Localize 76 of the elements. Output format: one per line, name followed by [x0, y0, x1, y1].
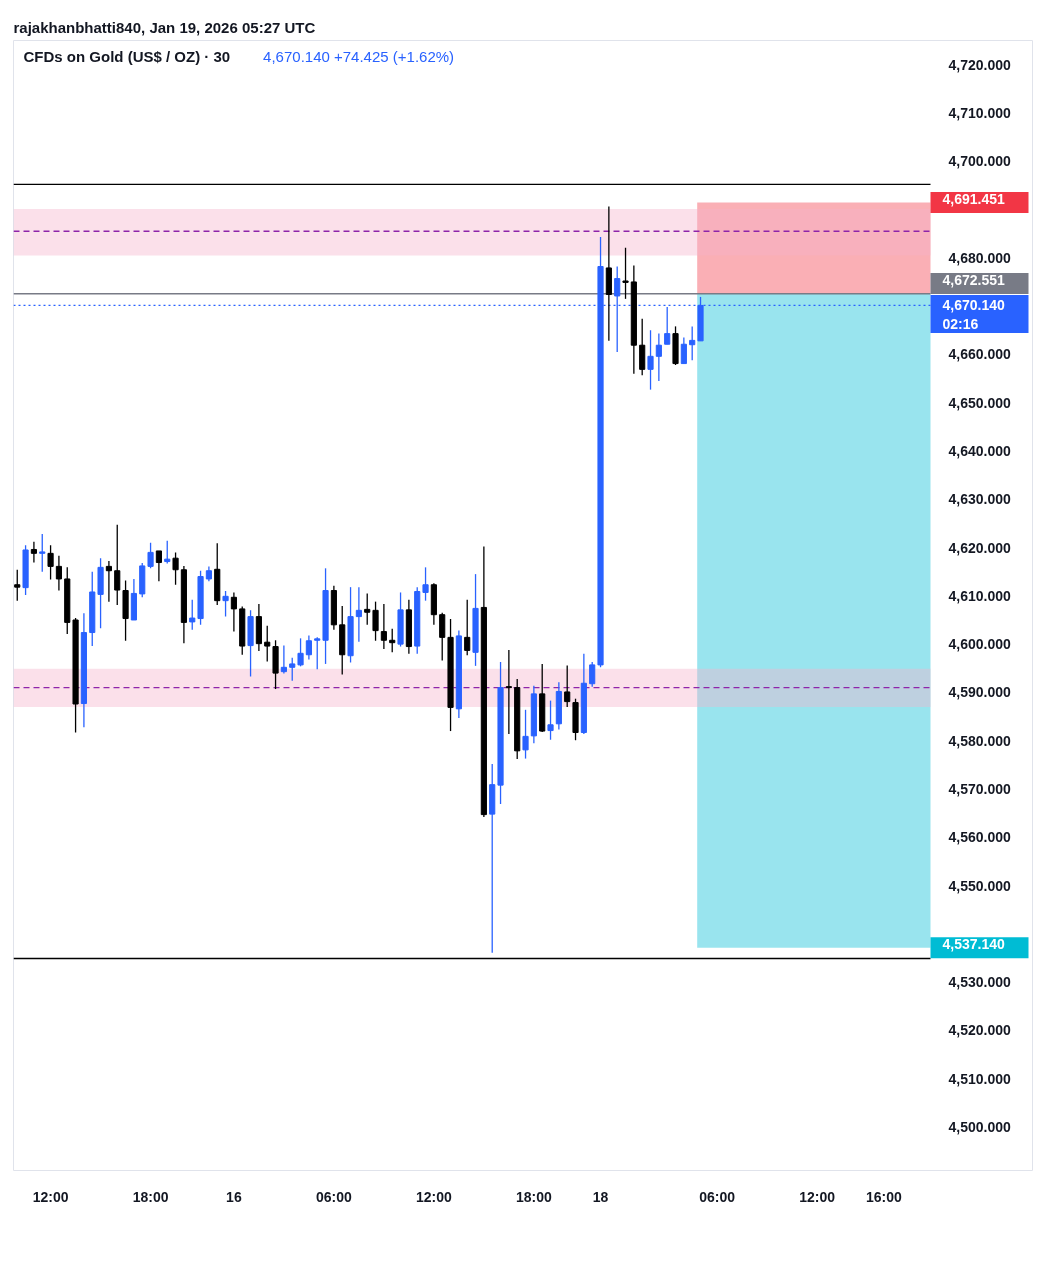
y-tick-label: 4,660.000 — [948, 346, 1011, 363]
text: rajakhanbhatti840, Jan 19, 2026 05:27 UTC — [13, 18, 316, 36]
candlestick — [14, 569, 21, 602]
y-tick-label: 4,510.000 — [948, 1070, 1011, 1087]
y-tick-label: 4,530.000 — [948, 974, 1011, 991]
candlestick — [522, 709, 529, 760]
y-tick-label: 4,570.000 — [948, 781, 1011, 797]
x-tick-label: 06:00 — [315, 1188, 352, 1205]
candlestick — [314, 636, 321, 670]
candlestick — [689, 325, 696, 361]
candlestick — [155, 550, 162, 582]
candlestick — [147, 542, 154, 569]
y-tick-label: 4,560.000 — [948, 829, 1011, 846]
candlestick — [364, 592, 371, 626]
ref-line-label: 4,672.551 — [942, 271, 1005, 288]
candlestick — [372, 600, 379, 642]
candlestick — [505, 649, 512, 735]
y-tick-label: 4,710.000 — [948, 104, 1011, 121]
y-tick-label: 4,500.000 — [948, 1119, 1011, 1136]
candlestick — [55, 555, 62, 592]
x-tick-label: 16:00 — [865, 1188, 902, 1205]
y-tick-label: 4,620.000 — [948, 539, 1011, 556]
candlestick — [297, 637, 304, 667]
band-label: 4,537.140 — [942, 936, 1005, 953]
y-tick-label: 4,640.000 — [948, 442, 1011, 459]
candlestick — [589, 661, 596, 688]
candlestick — [230, 591, 237, 633]
ref-line-label: 4,670.140 02:16 — [942, 296, 1005, 333]
x-tick-label: 18 — [592, 1188, 609, 1205]
candlestick — [422, 566, 429, 602]
candlestick — [280, 644, 287, 675]
y-tick-label: 4,550.000 — [948, 877, 1011, 894]
candlestick — [355, 586, 362, 643]
candlestick — [547, 699, 554, 741]
candlestick — [105, 560, 112, 603]
candlestick — [30, 541, 37, 564]
candlestick — [680, 336, 687, 365]
candlestick — [380, 603, 387, 650]
candlestick — [264, 625, 271, 663]
text: CFDs on Gold (US$ / OZ) · 30 — [23, 48, 231, 65]
y-tick-label: 4,650.000 — [948, 394, 1011, 411]
x-tick-label: 12:00 — [32, 1188, 69, 1205]
candlestick — [439, 612, 446, 662]
candlestick — [289, 657, 296, 682]
candlestick — [39, 533, 46, 573]
x-tick-label: 18:00 — [515, 1188, 552, 1205]
x-tick-label: 06:00 — [699, 1188, 736, 1205]
candlestick — [389, 628, 396, 653]
x-tick-label: 12:00 — [415, 1188, 452, 1205]
candlestick — [222, 590, 229, 618]
text: 4,670.140 +74.425 (+1.62%) — [263, 48, 455, 65]
y-tick-label: 4,630.000 — [948, 491, 1011, 508]
y-tick-label: 4,590.000 — [948, 684, 1011, 701]
candlestick — [305, 634, 312, 661]
y-tick-label: 4,720.000 — [948, 56, 1011, 73]
candlestick — [47, 544, 54, 581]
candlestick — [189, 599, 196, 631]
y-tick-label: 4,680.000 — [948, 249, 1011, 266]
candlestick — [564, 664, 571, 708]
y-tick-label: 4,580.000 — [948, 732, 1011, 749]
candlestick — [664, 306, 671, 345]
candlestick — [114, 524, 121, 606]
candlestick — [172, 551, 179, 586]
x-tick-label: 18:00 — [132, 1188, 169, 1205]
candlestick — [647, 329, 654, 391]
candlestick — [655, 332, 662, 382]
candlestick — [464, 599, 471, 656]
candlestick — [164, 540, 171, 565]
y-tick-label: 4,610.000 — [948, 587, 1011, 604]
y-tick-label: 4,520.000 — [948, 1022, 1011, 1039]
x-tick-label: 12:00 — [799, 1188, 836, 1205]
y-tick-label: 4,600.000 — [948, 636, 1011, 653]
x-tick-label: 16 — [226, 1188, 242, 1205]
band-label: 4,691.451 — [942, 191, 1005, 208]
y-tick-label: 4,700.000 — [948, 153, 1011, 170]
candlestick — [622, 247, 629, 300]
